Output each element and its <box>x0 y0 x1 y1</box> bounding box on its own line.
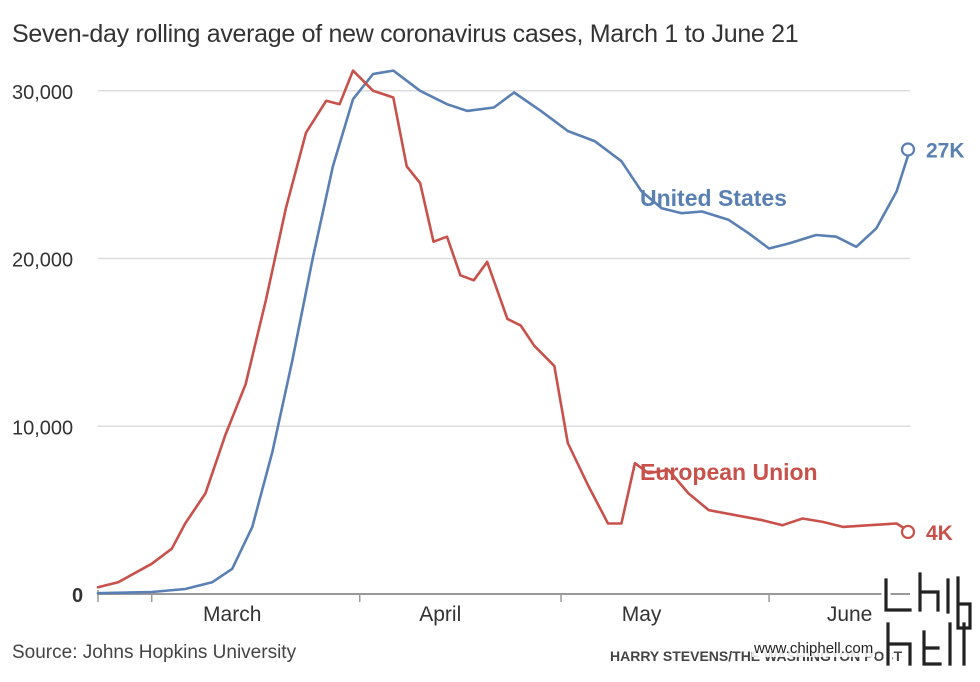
y-tick-label: 10,000 <box>12 417 73 439</box>
watermark-url: www.chiphell.com <box>752 640 876 657</box>
series-lines <box>96 69 916 595</box>
series-line-us <box>96 69 912 595</box>
chart-title: Seven-day rolling average of new coronav… <box>12 20 799 48</box>
series-end-label: 4K <box>926 522 953 545</box>
series-end-label: 27K <box>926 139 965 162</box>
y-tick-label: 20,000 <box>12 250 73 272</box>
chiphell-logo <box>881 569 972 668</box>
series-annotation: United States <box>640 185 787 211</box>
y-tick-label: 0 <box>72 585 83 607</box>
x-tick-label: June <box>827 603 873 626</box>
series-end-marker <box>900 142 916 157</box>
series-annotation: European Union <box>640 459 818 485</box>
gridlines <box>98 90 910 428</box>
x-tick-label: March <box>203 603 261 626</box>
x-tick-label: April <box>419 603 461 626</box>
axes: 0 10,000 20,000 30,000 March April May June <box>12 82 910 626</box>
series-line-eu <box>96 69 912 589</box>
series-labels: 27K 4K United States European Union <box>640 139 965 544</box>
source-note: Source: Johns Hopkins University <box>12 642 297 663</box>
y-tick-label: 30,000 <box>12 82 73 104</box>
series-end-marker <box>900 524 916 540</box>
x-tick-label: May <box>622 603 662 626</box>
